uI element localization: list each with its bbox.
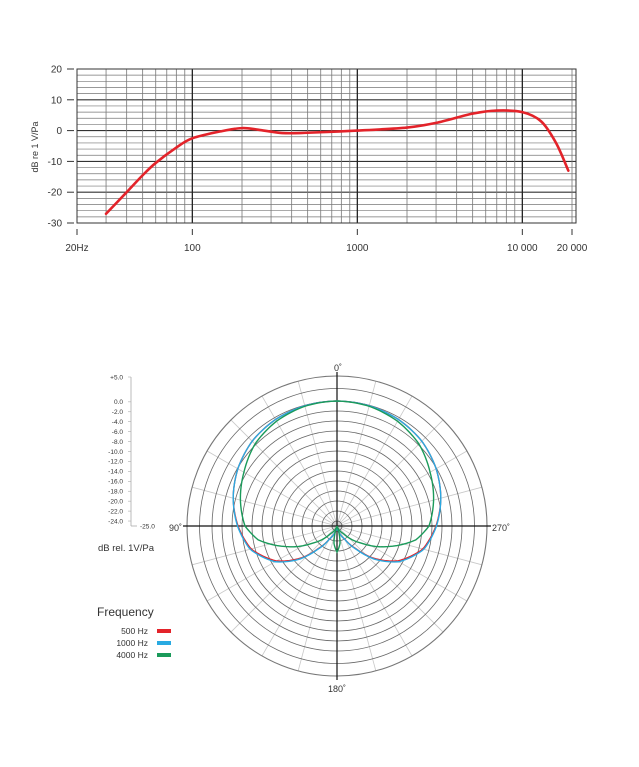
legend-label: 4000 Hz <box>116 650 148 660</box>
radial-gridline <box>206 525 338 602</box>
legend-title: Frequency <box>97 605 154 619</box>
scale-label: -22.0 <box>108 508 123 515</box>
ring-gridline <box>231 420 443 632</box>
radial-gridline <box>192 486 338 527</box>
radial-gridline <box>336 450 468 527</box>
scale-label: +5.0 <box>110 374 123 381</box>
angle-label-0: 0˚ <box>334 363 342 373</box>
radial-gridline <box>297 525 338 671</box>
ring-gridline <box>281 470 393 582</box>
ring-gridline <box>321 510 353 542</box>
grid <box>76 68 577 224</box>
radial-gridline <box>230 525 338 633</box>
radial-gridline <box>230 419 338 527</box>
x-tick-label: 20 000 <box>557 243 588 254</box>
scale-label: -25.0 <box>140 524 155 531</box>
scale-label: -14.0 <box>108 469 123 476</box>
legend: 500 Hz 1000 Hz 4000 Hz <box>116 626 171 660</box>
scale-label: -12.0 <box>108 459 123 466</box>
scale-label: -8.0 <box>112 439 124 446</box>
scale-label: -16.0 <box>108 479 123 486</box>
legend-swatch <box>157 641 171 645</box>
plot-border <box>76 68 577 224</box>
ring-gridline <box>241 430 433 622</box>
polar-grid <box>183 372 491 680</box>
radial-gridline <box>336 395 413 527</box>
ring-gridline <box>311 500 363 552</box>
radial-gridline <box>261 395 338 527</box>
ring-gridline <box>211 400 463 652</box>
radial-gridline <box>336 486 482 527</box>
ring-gridline <box>186 375 488 677</box>
scale-label: -4.0 <box>112 419 124 426</box>
legend-swatch <box>157 653 171 657</box>
y-axis-label: dB re 1 V/Pa <box>30 121 40 172</box>
y-tick-label: -20 <box>48 188 63 199</box>
y-tick-label: 20 <box>51 65 63 76</box>
polar-curve-1000hz <box>232 400 442 563</box>
scale-label: -24.0 <box>108 518 123 525</box>
ring-gridline <box>199 388 475 664</box>
ring-gridline <box>261 450 413 602</box>
x-tick-label: 100 <box>184 243 201 254</box>
scale-label: 0.0 <box>114 399 123 406</box>
y-tick-label: -10 <box>48 157 63 168</box>
polar-series <box>232 400 442 563</box>
radial-gridline <box>336 525 444 633</box>
ring-gridline <box>331 520 343 532</box>
angle-label-270: 270˚ <box>492 523 510 533</box>
radial-gridline <box>336 525 482 566</box>
ring-gridline <box>291 480 383 572</box>
series <box>104 109 570 216</box>
polar-curve-4000hz <box>239 400 435 554</box>
x-tick-label: 10 000 <box>507 243 538 254</box>
legend-swatch <box>157 629 171 633</box>
angle-label-90: 90˚ <box>169 523 182 533</box>
radial-gridline <box>336 419 444 527</box>
polar-curve-500hz <box>232 400 442 562</box>
radial-gridline <box>261 525 338 657</box>
radial-gridline <box>336 381 377 527</box>
scale-label: -6.0 <box>112 429 124 436</box>
radial-gridline <box>336 525 377 671</box>
y-tick-label: -30 <box>48 219 63 230</box>
legend-label: 1000 Hz <box>116 638 148 648</box>
radial-gridline <box>336 525 413 657</box>
x-tick-label: 1000 <box>346 243 369 254</box>
db-scale: +5.0 0.0 -2.0 -4.0 -6.0 -8.0 -10.0 -12.0 -14.0 -1… <box>108 374 155 530</box>
radial-gridline <box>192 525 338 566</box>
y-tick-label: 0 <box>56 126 62 137</box>
radial-gridline <box>297 381 338 527</box>
radial-gridline <box>336 525 468 602</box>
y-tick-label: 10 <box>51 95 63 106</box>
scale-label: -18.0 <box>108 489 123 496</box>
ring-gridline <box>271 460 403 592</box>
response-curve <box>104 109 570 216</box>
polar-y-label: dB rel. 1V/Pa <box>98 543 155 554</box>
scale-label: -10.0 <box>108 449 123 456</box>
radial-gridline <box>206 450 338 527</box>
scale-label: -2.0 <box>112 409 124 416</box>
x-tick-label: 20Hz <box>65 243 88 254</box>
angle-label-180: 180˚ <box>328 684 346 694</box>
ring-gridline <box>221 410 453 642</box>
ring-gridline <box>251 440 423 612</box>
scale-label: -20.0 <box>108 498 123 505</box>
ring-gridline <box>301 490 373 562</box>
legend-label: 500 Hz <box>121 626 148 636</box>
